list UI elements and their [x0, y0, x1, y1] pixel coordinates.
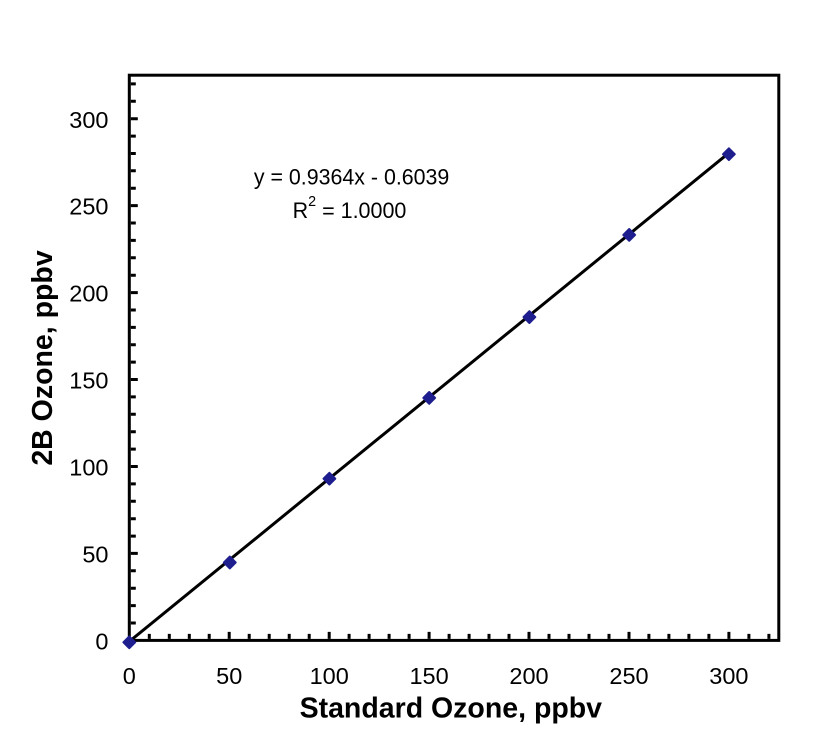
- svg-text:50: 50: [82, 542, 108, 568]
- svg-text:100: 100: [310, 663, 349, 689]
- svg-text:300: 300: [709, 663, 748, 689]
- svg-text:250: 250: [609, 663, 648, 689]
- svg-text:200: 200: [509, 663, 548, 689]
- svg-text:y = 0.9364x - 0.6039: y = 0.9364x - 0.6039: [254, 164, 449, 190]
- svg-text:100: 100: [69, 455, 108, 481]
- svg-text:Standard Ozone, ppbv: Standard Ozone, ppbv: [300, 693, 603, 725]
- svg-text:50: 50: [216, 663, 242, 689]
- svg-text:300: 300: [69, 107, 108, 133]
- svg-text:150: 150: [409, 663, 448, 689]
- svg-text:200: 200: [69, 281, 108, 307]
- svg-text:0: 0: [95, 629, 108, 655]
- svg-text:2B Ozone, ppbv: 2B Ozone, ppbv: [27, 250, 59, 466]
- svg-text:0: 0: [123, 663, 136, 689]
- svg-text:250: 250: [69, 194, 108, 220]
- svg-text:150: 150: [69, 368, 108, 394]
